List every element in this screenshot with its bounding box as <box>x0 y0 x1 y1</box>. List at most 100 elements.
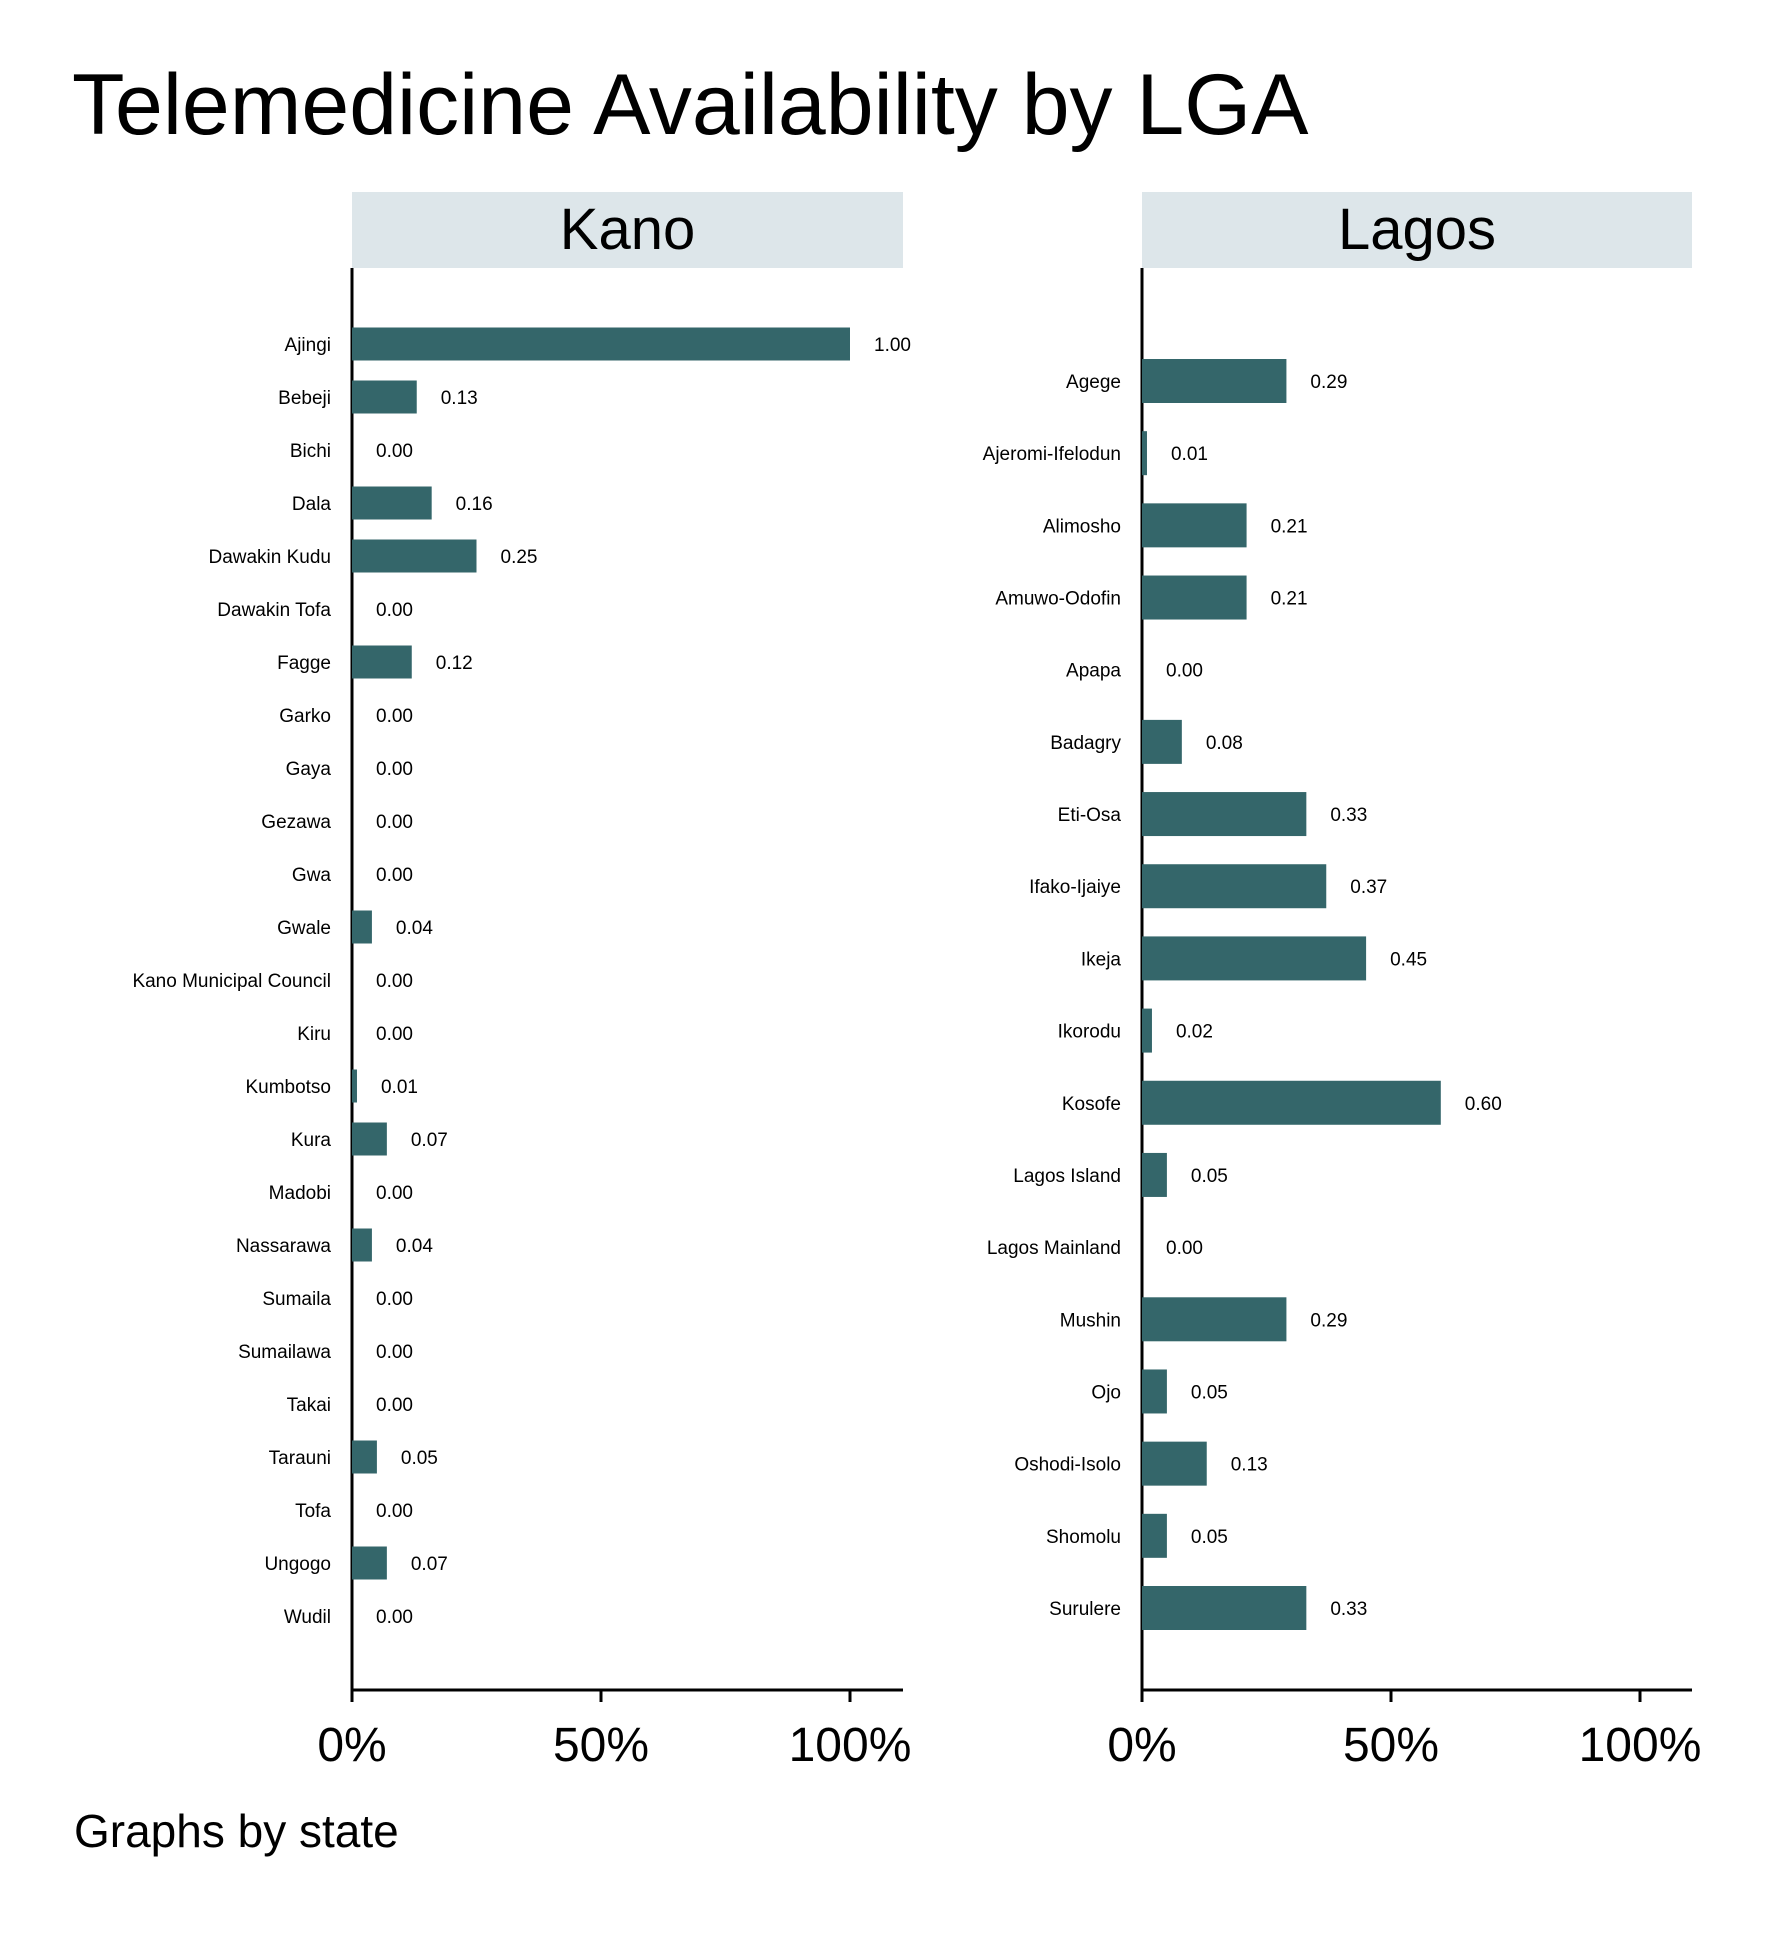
value-label-lagos: 0.00 <box>1166 1238 1203 1259</box>
value-label-kano: 0.12 <box>436 653 473 674</box>
value-label-lagos: 0.01 <box>1171 444 1208 465</box>
panel-title-lagos: Lagos <box>1338 197 1496 262</box>
bar-lagos <box>1142 936 1367 981</box>
category-label-kano: Sumaila <box>262 1289 331 1310</box>
category-label-lagos: Agege <box>1066 372 1121 393</box>
bar-lagos <box>1142 1513 1167 1558</box>
value-label-kano: 0.00 <box>376 441 413 462</box>
value-label-kano: 0.00 <box>376 1183 413 1204</box>
value-label-kano: 0.00 <box>376 1607 413 1628</box>
category-label-lagos: Alimosho <box>1043 516 1121 537</box>
value-label-kano: 0.04 <box>396 1236 433 1257</box>
category-label-kano: Bichi <box>290 441 331 462</box>
category-label-lagos: Ifako-Ijaiye <box>1029 877 1121 898</box>
chart-title: Telemedicine Availability by LGA <box>72 57 1309 153</box>
value-label-kano: 0.00 <box>376 812 413 833</box>
value-label-lagos: 0.00 <box>1166 661 1203 682</box>
bar-lagos <box>1142 1152 1167 1197</box>
category-label-kano: Gaya <box>286 759 332 780</box>
category-label-kano: Garko <box>279 706 331 727</box>
category-label-lagos: Amuwo-Odofin <box>995 589 1121 610</box>
bar-kano <box>352 327 850 361</box>
bar-lagos <box>1142 1008 1152 1053</box>
bar-kano <box>352 1228 372 1262</box>
bar-lagos <box>1142 431 1147 476</box>
category-label-lagos: Ojo <box>1091 1382 1121 1403</box>
bar-lagos <box>1142 1297 1287 1342</box>
value-label-kano: 0.13 <box>441 388 478 409</box>
category-label-lagos: Shomolu <box>1046 1527 1121 1548</box>
panel-strip-kano <box>352 192 903 268</box>
value-label-lagos: 0.60 <box>1465 1094 1502 1115</box>
value-label-kano: 0.05 <box>401 1448 438 1469</box>
x-tick-label-kano: 0% <box>317 1719 386 1772</box>
value-label-kano: 0.25 <box>501 547 538 568</box>
value-label-kano: 0.00 <box>376 971 413 992</box>
bar-lagos <box>1142 1441 1207 1486</box>
category-label-lagos: Oshodi-Isolo <box>1014 1455 1121 1476</box>
bar-kano <box>352 1546 387 1580</box>
bar-kano <box>352 910 372 944</box>
bar-lagos <box>1142 1369 1167 1414</box>
x-tick-label-kano: 100% <box>789 1719 912 1772</box>
category-label-kano: Gwa <box>292 865 332 886</box>
value-label-kano: 0.00 <box>376 1342 413 1363</box>
category-label-kano: Kumbotso <box>245 1077 331 1098</box>
category-label-kano: Tarauni <box>269 1448 331 1469</box>
category-label-lagos: Ajeromi-Ifelodun <box>983 444 1121 465</box>
category-label-lagos: Lagos Island <box>1013 1166 1121 1187</box>
value-label-kano: 0.00 <box>376 1024 413 1045</box>
category-label-lagos: Mushin <box>1060 1310 1121 1331</box>
value-label-kano: 0.00 <box>376 1501 413 1522</box>
value-label-kano: 0.00 <box>376 865 413 886</box>
value-label-lagos: 0.13 <box>1231 1455 1268 1476</box>
bar-lagos <box>1142 359 1287 403</box>
bar-lagos <box>1142 792 1307 837</box>
bar-kano <box>352 539 477 573</box>
category-label-kano: Madobi <box>269 1183 331 1204</box>
category-label-kano: Sumailawa <box>238 1342 331 1363</box>
category-label-kano: Kiru <box>297 1024 331 1045</box>
category-label-kano: Nassarawa <box>236 1236 331 1257</box>
value-label-lagos: 0.21 <box>1271 516 1308 537</box>
value-label-kano: 0.00 <box>376 759 413 780</box>
category-label-kano: Gwale <box>277 918 331 939</box>
category-label-lagos: Badagry <box>1050 733 1121 754</box>
category-label-kano: Takai <box>287 1395 331 1416</box>
category-label-lagos: Kosofe <box>1062 1094 1121 1115</box>
category-label-lagos: Ikeja <box>1081 949 1122 970</box>
bar-lagos <box>1142 719 1182 764</box>
bar-lagos <box>1142 1080 1441 1125</box>
bar-kano <box>352 1122 387 1156</box>
value-label-lagos: 0.21 <box>1271 589 1308 610</box>
category-label-kano: Bebeji <box>278 388 331 409</box>
bar-lagos <box>1142 503 1247 548</box>
category-label-lagos: Eti-Osa <box>1058 805 1122 826</box>
value-label-kano: 0.16 <box>456 494 493 515</box>
value-label-kano: 0.00 <box>376 600 413 621</box>
category-label-lagos: Surulere <box>1049 1599 1121 1620</box>
chart-note: Graphs by state <box>74 1805 399 1857</box>
category-label-kano: Ajingi <box>285 335 331 356</box>
category-label-kano: Kano Municipal Council <box>132 971 331 992</box>
category-label-kano: Kura <box>291 1130 332 1151</box>
category-label-kano: Dala <box>292 494 332 515</box>
x-tick-label-kano: 50% <box>553 1719 649 1772</box>
category-label-kano: Dawakin Kudu <box>208 547 331 568</box>
bar-kano <box>352 1440 377 1474</box>
category-label-kano: Fagge <box>277 653 331 674</box>
panel-strip-lagos <box>1142 192 1692 268</box>
value-label-kano: 1.00 <box>874 335 911 356</box>
value-label-kano: 0.00 <box>376 1289 413 1310</box>
bar-kano <box>352 1069 357 1103</box>
value-label-lagos: 0.05 <box>1191 1382 1228 1403</box>
bar-lagos <box>1142 1586 1307 1630</box>
category-label-lagos: Apapa <box>1066 661 1121 682</box>
value-label-kano: 0.01 <box>381 1077 418 1098</box>
bar-kano <box>352 486 432 520</box>
category-label-lagos: Lagos Mainland <box>987 1238 1121 1259</box>
x-tick-label-lagos: 0% <box>1107 1719 1176 1772</box>
value-label-kano: 0.00 <box>376 706 413 727</box>
value-label-lagos: 0.29 <box>1310 1310 1347 1331</box>
